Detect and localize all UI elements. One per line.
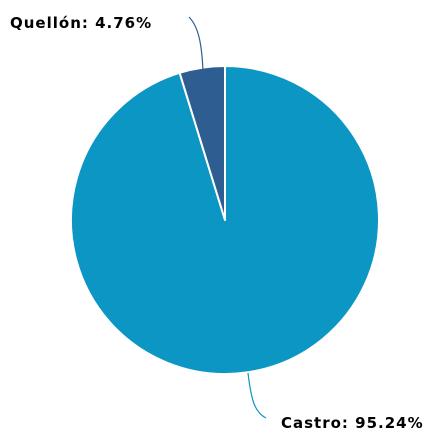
pie-slices	[70, 65, 380, 375]
pie-slice-quellon	[178, 65, 226, 221]
connector-line-quellon	[188, 16, 204, 72]
data-label-quellon: Quellón: 4.76%	[10, 14, 152, 32]
data-label-castro: Castro: 95.24%	[281, 414, 424, 432]
data-labels: Castro: 95.24% Quellón: 4.76%	[10, 14, 424, 432]
connector-line-castro	[247, 372, 267, 419]
label-connectors	[188, 16, 267, 419]
